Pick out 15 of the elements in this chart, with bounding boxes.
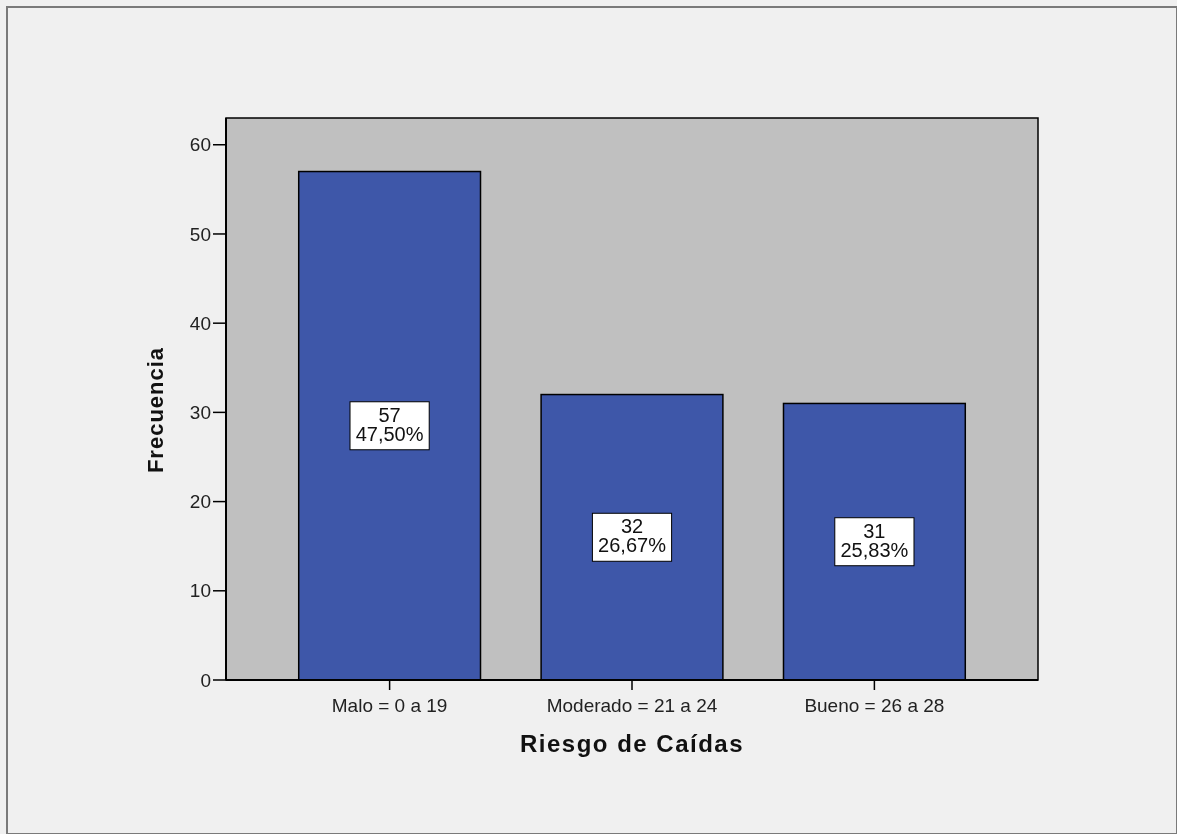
y-tick-label: 10 [189,580,211,602]
y-tick-label: 50 [189,223,211,245]
y-tick-label: 0 [200,669,211,691]
y-tick-label: 30 [189,402,211,424]
y-tick-label: 20 [189,491,211,513]
x-tick-label: Moderado = 21 a 24 [546,695,718,716]
y-tick-label: 60 [189,134,211,156]
y-tick-label: 40 [189,312,211,334]
y-axis-title: Frecuencia [143,346,168,474]
x-axis-title: Riesgo de Caídas [519,730,745,757]
data-label: 31 25,83% [840,519,909,561]
data-label: 32 26,67% [598,515,667,557]
x-tick-label: Malo = 0 a 19 [331,695,448,716]
data-label: 57 47,50% [355,403,424,445]
x-tick-label: Bueno = 26 a 28 [804,695,945,716]
